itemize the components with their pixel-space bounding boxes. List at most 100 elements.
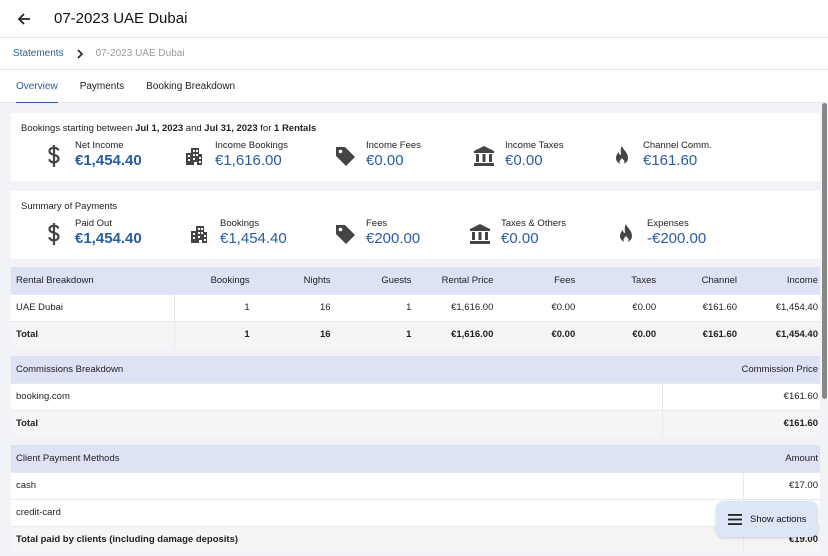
stat-value: €1,454.40 bbox=[220, 230, 287, 247]
payments-summary-card: Summary of Payments Paid Out €1,454.40 B… bbox=[11, 191, 823, 259]
table-header-row: Rental Breakdown Bookings Nights Guests … bbox=[11, 267, 823, 294]
show-actions-button[interactable]: Show actions bbox=[716, 501, 818, 537]
payments-summary-heading: Summary of Payments bbox=[21, 201, 118, 212]
stat-label: Fees bbox=[366, 218, 388, 229]
column-header: Nights bbox=[254, 267, 336, 294]
stat-taxes-others: Taxes & Others €0.00 bbox=[469, 218, 566, 247]
table-cell: €161.60 bbox=[661, 320, 743, 348]
stat-label: Expenses bbox=[647, 218, 689, 229]
stat-bookings: Bookings €1,454.40 bbox=[188, 218, 287, 247]
bank-icon bbox=[473, 143, 495, 169]
stat-label: Income Fees bbox=[366, 140, 421, 151]
table-cell: 1 bbox=[335, 293, 417, 321]
column-header: Client Payment Methods bbox=[11, 445, 743, 472]
breadcrumb: Statements 07-2023 UAE Dubai bbox=[0, 38, 828, 70]
column-header: Commissions Breakdown bbox=[11, 356, 662, 383]
table-header-row: Client Payment Methods Amount bbox=[11, 445, 823, 472]
stat-value: €1,454.40 bbox=[75, 152, 142, 169]
table-row[interactable]: credit-card bbox=[11, 498, 823, 526]
back-arrow-icon[interactable] bbox=[12, 7, 36, 31]
table-cell: Total bbox=[11, 409, 663, 437]
table-cell: €0.00 bbox=[498, 293, 581, 321]
tab-overview[interactable]: Overview bbox=[0, 70, 69, 104]
stat-expenses: Expenses -€200.00 bbox=[615, 218, 706, 247]
flame-icon bbox=[611, 143, 633, 169]
bookings-summary-card: Bookings starting between Jul 1, 2023 an… bbox=[11, 113, 823, 181]
commissions-breakdown-table: Commissions Breakdown Commission Price b… bbox=[11, 356, 823, 437]
table-cell: €1,616.00 bbox=[416, 320, 499, 348]
bookings-summary-heading: Bookings starting between Jul 1, 2023 an… bbox=[21, 123, 317, 134]
breadcrumb-current: 07-2023 UAE Dubai bbox=[95, 48, 185, 59]
rental-breakdown-table: Rental Breakdown Bookings Nights Guests … bbox=[11, 267, 823, 348]
table-cell: €161.60 bbox=[662, 382, 823, 410]
stat-label: Income Bookings bbox=[215, 140, 288, 151]
tag-icon bbox=[334, 221, 356, 247]
client-payment-methods-table: Client Payment Methods Amount cash €17.0… bbox=[11, 445, 823, 553]
column-header: Commission Price bbox=[662, 356, 823, 383]
stat-label: Bookings bbox=[220, 218, 260, 229]
table-row[interactable]: cash €17.00 bbox=[11, 471, 823, 499]
table-total-row: Total €161.60 bbox=[11, 409, 823, 437]
column-header: Fees bbox=[498, 267, 581, 294]
stat-value: €0.00 bbox=[366, 152, 404, 169]
table-row[interactable]: UAE Dubai 1 16 1 €1,616.00 €0.00 €0.00 €… bbox=[11, 293, 823, 321]
stat-label: Paid Out bbox=[75, 218, 112, 229]
tab-payments[interactable]: Payments bbox=[79, 81, 125, 92]
dollar-icon bbox=[43, 143, 65, 169]
stat-fees: Fees €200.00 bbox=[334, 218, 420, 247]
top-bar: 07-2023 UAE Dubai bbox=[0, 0, 828, 38]
table-cell: 1 bbox=[335, 320, 417, 348]
table-cell: 16 bbox=[254, 293, 336, 321]
stat-net-income: Net Income €1,454.40 bbox=[43, 140, 142, 169]
table-cell: cash bbox=[11, 471, 744, 499]
breadcrumb-statements-link[interactable]: Statements bbox=[13, 48, 64, 59]
table-total-row: Total 1 16 1 €1,616.00 €0.00 €0.00 €161.… bbox=[11, 320, 823, 348]
table-cell: Total paid by clients (including damage … bbox=[11, 525, 744, 553]
table-cell: €0.00 bbox=[498, 320, 581, 348]
column-header: Guests bbox=[335, 267, 417, 294]
stat-label: Channel Comm. bbox=[643, 140, 712, 151]
table-cell: €161.60 bbox=[661, 293, 743, 321]
stat-value: €161.60 bbox=[643, 152, 698, 169]
dollar-icon bbox=[43, 221, 65, 247]
stat-paid-out: Paid Out €1,454.40 bbox=[43, 218, 142, 247]
building-icon bbox=[183, 143, 205, 169]
tab-bar: Overview Payments Booking Breakdown bbox=[0, 70, 828, 104]
stat-income-fees: Income Fees €0.00 bbox=[334, 140, 421, 169]
stat-value: €200.00 bbox=[366, 230, 421, 247]
stat-income-taxes: Income Taxes €0.00 bbox=[473, 140, 563, 169]
stat-label: Net Income bbox=[75, 140, 124, 151]
tag-icon bbox=[334, 143, 356, 169]
main-content: Bookings starting between Jul 1, 2023 an… bbox=[0, 103, 828, 556]
stat-channel-comm: Channel Comm. €161.60 bbox=[611, 140, 712, 169]
table-cell: 1 bbox=[174, 293, 255, 321]
chevron-right-icon bbox=[76, 48, 86, 60]
table-total-row: Total paid by clients (including damage … bbox=[11, 525, 823, 553]
table-cell: credit-card bbox=[11, 498, 744, 526]
scrollbar-thumb[interactable] bbox=[822, 103, 827, 399]
vertical-scrollbar[interactable] bbox=[820, 103, 828, 556]
stat-label: Taxes & Others bbox=[501, 218, 566, 229]
table-cell: 16 bbox=[254, 320, 336, 348]
table-cell: 1 bbox=[174, 320, 255, 348]
show-actions-label: Show actions bbox=[750, 513, 807, 525]
table-row[interactable]: booking.com €161.60 bbox=[11, 382, 823, 410]
bank-icon bbox=[469, 221, 491, 247]
table-cell: booking.com bbox=[11, 382, 663, 410]
stat-value: €0.00 bbox=[501, 230, 539, 247]
table-cell: €1,454.40 bbox=[742, 293, 823, 321]
stat-value: €0.00 bbox=[505, 152, 543, 169]
stat-income-bookings: Income Bookings €1,616.00 bbox=[183, 140, 288, 169]
table-cell: UAE Dubai bbox=[11, 293, 176, 321]
column-header: Rental Price bbox=[416, 267, 499, 294]
column-header: Rental Breakdown bbox=[11, 267, 175, 294]
stat-value: €1,454.40 bbox=[75, 230, 142, 247]
stat-label: Income Taxes bbox=[505, 140, 564, 151]
tab-booking-breakdown[interactable]: Booking Breakdown bbox=[146, 81, 236, 92]
table-header-row: Commissions Breakdown Commission Price bbox=[11, 356, 823, 383]
table-cell: €1,454.40 bbox=[742, 320, 823, 348]
column-header: Amount bbox=[743, 445, 823, 472]
page-title: 07-2023 UAE Dubai bbox=[54, 10, 188, 27]
table-cell: €161.60 bbox=[662, 409, 823, 437]
table-cell: €0.00 bbox=[580, 320, 662, 348]
